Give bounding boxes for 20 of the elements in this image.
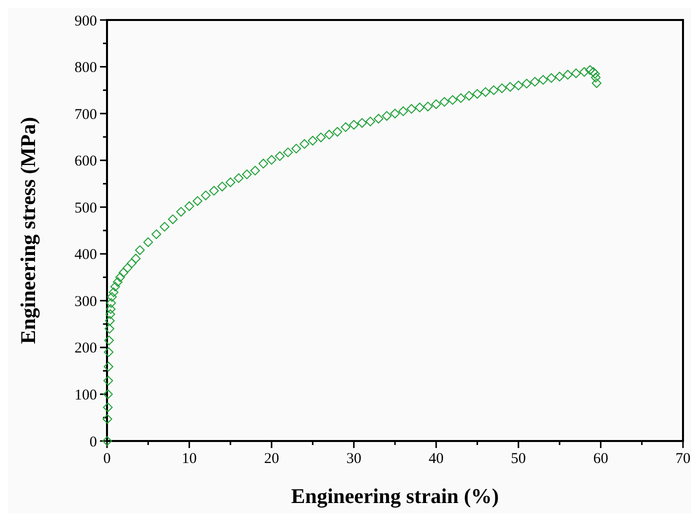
- y-tick-label: 400: [74, 247, 97, 264]
- y-tick-label: 200: [74, 340, 97, 357]
- x-tick-label: 20: [264, 451, 280, 467]
- x-axis-title: Engineering strain (%): [291, 484, 499, 508]
- x-tick-label: 50: [510, 451, 526, 467]
- y-tick-label: 100: [74, 387, 97, 404]
- y-tick-label: 500: [74, 200, 97, 216]
- x-tick-label: 10: [182, 451, 197, 467]
- y-tick-label: 600: [74, 154, 97, 170]
- x-tick-label: 0: [103, 451, 111, 467]
- x-tick-label: 60: [593, 451, 608, 467]
- x-tick-label: 30: [346, 451, 362, 467]
- y-tick-label: 700: [74, 106, 97, 123]
- y-tick-label: 0: [90, 434, 97, 450]
- y-tick-label: 300: [74, 294, 97, 310]
- x-tick-label: 70: [676, 451, 690, 467]
- y-tick-label: 800: [74, 60, 97, 76]
- x-tick-label: 40: [428, 451, 444, 467]
- y-axis-title: Engineering stress (MPa): [16, 116, 40, 344]
- y-tick-label: 900: [74, 13, 97, 30]
